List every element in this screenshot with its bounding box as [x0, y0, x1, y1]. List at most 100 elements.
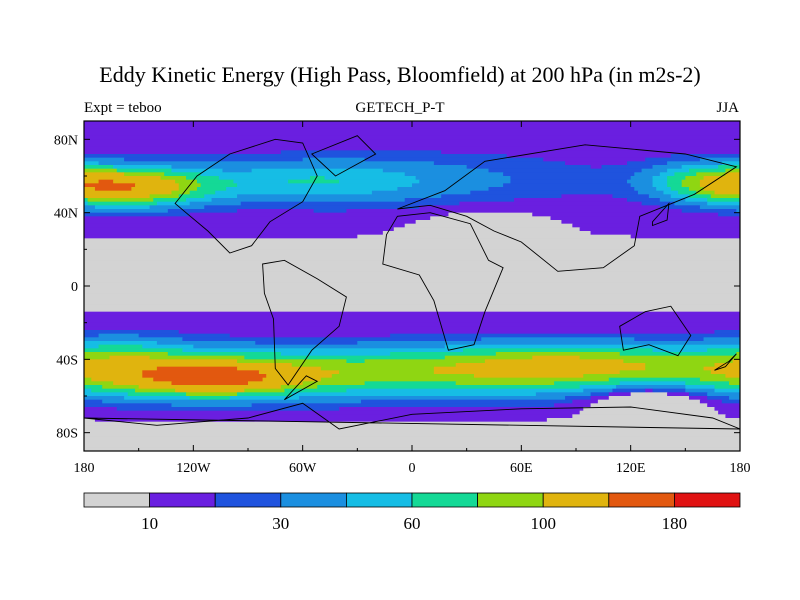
- contour-cell: [244, 388, 286, 393]
- contour-cell: [178, 194, 205, 199]
- contour-cell: [317, 385, 581, 390]
- contour-cell: [178, 187, 198, 192]
- contour-cell: [84, 172, 125, 177]
- contour-cell: [84, 403, 173, 408]
- contour-cell: [488, 187, 635, 192]
- contour-cell: [142, 374, 267, 379]
- contour-cell: [200, 172, 406, 177]
- contour-cell: [696, 172, 727, 177]
- colorbar-box: [83, 492, 150, 508]
- contour-cell: [415, 176, 511, 181]
- contour-cell: [138, 333, 231, 338]
- contour-cell: [714, 330, 740, 335]
- contour-cell: [561, 194, 614, 199]
- contour-cell: [466, 165, 592, 170]
- contour-cell: [324, 176, 417, 181]
- colorbar-box: [608, 492, 675, 508]
- contour-cell: [84, 377, 92, 382]
- contour-cell: [371, 190, 471, 195]
- contour-cell: [703, 337, 740, 342]
- contour-cell: [84, 249, 740, 254]
- contour-cell: [196, 179, 235, 184]
- contour-cell: [84, 407, 118, 412]
- contour-cell: [441, 194, 563, 199]
- contour-cell: [583, 388, 614, 393]
- contour-cell: [313, 209, 347, 214]
- contour-cell: [302, 157, 366, 162]
- contour-cell: [357, 341, 740, 346]
- contour-cell: [681, 183, 701, 188]
- x-tick-label: 0: [409, 461, 416, 476]
- contour-cell: [699, 205, 740, 210]
- colorbar: 10 30 60 100 180: [83, 492, 741, 533]
- contour-cell: [98, 333, 140, 338]
- contour-cell: [204, 205, 420, 210]
- contour-cell: [237, 392, 293, 397]
- contour-cell: [685, 388, 716, 393]
- y-tick-label: 0: [71, 280, 78, 295]
- contour-cell: [244, 355, 446, 360]
- contour-cell: [659, 205, 701, 210]
- contour-cell: [714, 190, 740, 195]
- contour-cell: [84, 150, 282, 155]
- contour-cell: [84, 425, 740, 430]
- contour-cell: [481, 337, 635, 342]
- contour-cell: [652, 176, 668, 181]
- contour-cell: [659, 172, 675, 177]
- y-tick-label: 80N: [54, 133, 78, 148]
- colorbar-label: 30: [272, 514, 289, 533]
- x-tick-label: 120W: [176, 461, 211, 476]
- contour-cell: [572, 414, 727, 419]
- contour-cell: [561, 220, 740, 225]
- contour-cell: [550, 216, 740, 221]
- contour-cell: [652, 179, 668, 184]
- contour-cell: [455, 381, 555, 386]
- contour-cell: [619, 370, 712, 375]
- contour-cell: [84, 381, 114, 386]
- contour-cell: [156, 341, 256, 346]
- contour-cell: [608, 377, 701, 382]
- contour-cell: [84, 370, 143, 375]
- contour-cell: [444, 355, 533, 360]
- contour-cell: [645, 388, 654, 393]
- contour-cell: [725, 168, 740, 173]
- contour-cell: [171, 168, 224, 173]
- coastline: [397, 144, 738, 272]
- contour-cell: [94, 418, 548, 423]
- contour-cell: [84, 238, 740, 243]
- contour-cell: [204, 194, 238, 199]
- contour-cell: [331, 374, 475, 379]
- contour-cell: [623, 359, 734, 364]
- contour-cell: [412, 183, 504, 188]
- contour-cell: [718, 212, 740, 217]
- contour-cell: [138, 385, 282, 390]
- contour-cell: [473, 374, 584, 379]
- contour-cell: [685, 385, 716, 390]
- contour-cell: [532, 355, 581, 360]
- contour-cell: [84, 388, 92, 393]
- contour-cell: [670, 154, 740, 159]
- contour-cell: [404, 198, 515, 203]
- contour-cell: [652, 183, 668, 188]
- contour-cell: [514, 198, 628, 203]
- contour-cell: [707, 403, 740, 408]
- contour-cell: [164, 172, 202, 177]
- contour-cell: [84, 348, 183, 353]
- contour-cell: [455, 363, 646, 368]
- contour-cell: [725, 172, 740, 177]
- contour-cell: [503, 183, 632, 188]
- contour-cell: [84, 161, 100, 166]
- x-tick-label: 180: [730, 461, 751, 476]
- contour-cell: [699, 183, 740, 188]
- contour-cell: [579, 227, 740, 232]
- contour-cell: [84, 264, 740, 269]
- contour-cell: [714, 388, 740, 393]
- contour-cell: [572, 399, 599, 404]
- contour-cell: [419, 205, 661, 210]
- contour-cell: [627, 198, 661, 203]
- contour-cell: [175, 388, 245, 393]
- contour-cell: [699, 377, 740, 382]
- contour-cell: [186, 198, 213, 203]
- y-tick-label: 40N: [54, 207, 78, 222]
- contour-cell: [149, 194, 180, 199]
